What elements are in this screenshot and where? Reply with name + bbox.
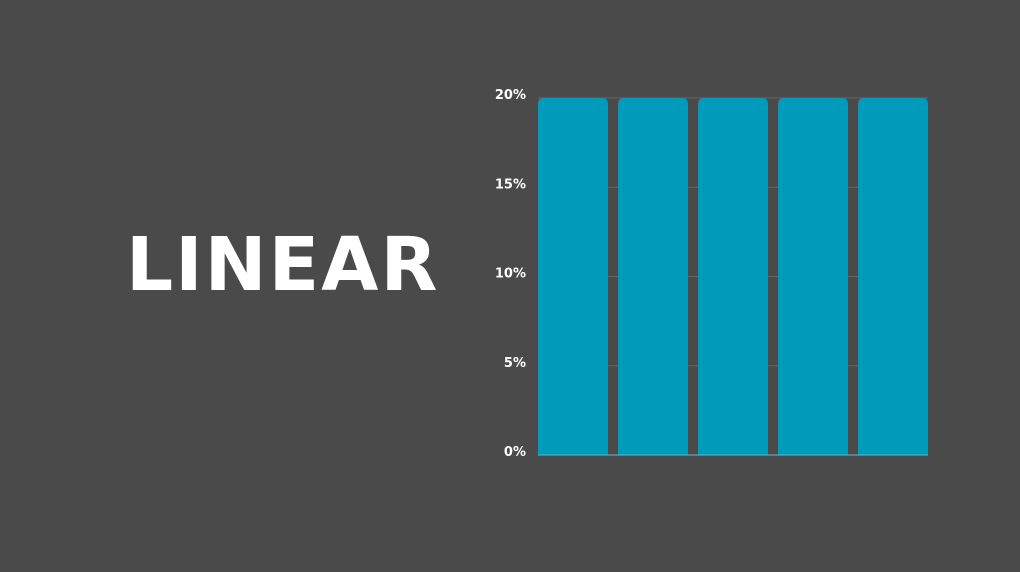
y-tick-label: 10% [495, 267, 526, 282]
bar [858, 98, 928, 455]
chart-title: LINEAR [126, 222, 440, 308]
bar [778, 98, 848, 455]
y-tick-label: 5% [504, 356, 526, 371]
y-tick-label: 15% [495, 177, 526, 192]
bar [618, 98, 688, 455]
bar [698, 98, 768, 455]
y-tick-label: 0% [504, 445, 526, 460]
bar [538, 98, 608, 455]
y-tick-label: 20% [495, 88, 526, 103]
